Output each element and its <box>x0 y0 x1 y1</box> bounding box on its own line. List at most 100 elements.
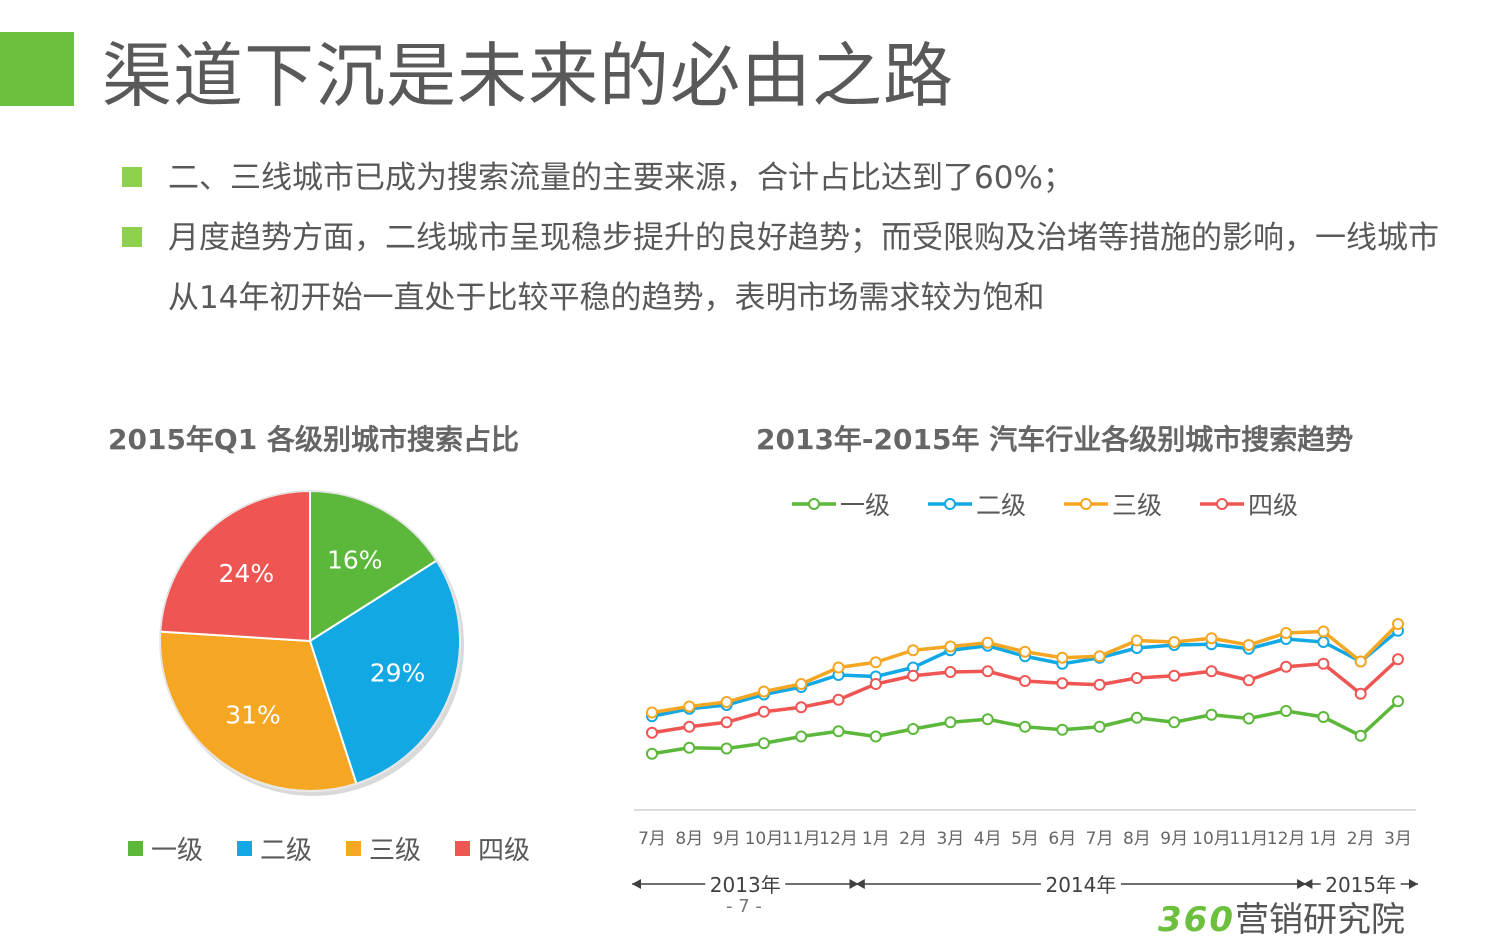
x-tick-label: 10月 <box>745 829 784 849</box>
data-point <box>683 700 696 713</box>
x-tick-label: 9月 <box>1160 829 1188 849</box>
x-tick-label: 8月 <box>1123 829 1151 849</box>
x-tick-label: 12月 <box>1267 829 1306 849</box>
data-point <box>1056 651 1069 664</box>
data-point <box>1392 695 1404 708</box>
data-point <box>1168 636 1181 648</box>
x-tick-label: 2月 <box>1347 829 1375 849</box>
page-number: - 7 - <box>726 896 762 917</box>
legend-swatch <box>128 841 143 856</box>
pie-legend-item: 二级 <box>237 830 312 867</box>
data-point <box>1354 729 1367 742</box>
year-group-label: 2014年 <box>1045 873 1116 897</box>
data-point <box>1280 660 1293 673</box>
data-point <box>944 666 957 678</box>
data-point <box>1130 672 1143 684</box>
arrow-head-icon <box>849 879 859 889</box>
data-point <box>981 636 994 649</box>
arrow-head-icon <box>855 879 865 889</box>
data-point <box>646 726 658 739</box>
line-chart-title: 2013年-2015年 汽车行业各级别城市搜索趋势 <box>756 423 1354 456</box>
data-point <box>646 706 658 719</box>
bullet-item-2: 月度趋势方面，二线城市呈现稳步提升的良好趋势；而受限购及治堵等措施的影响，一线城… <box>122 208 1462 328</box>
data-point <box>1205 665 1218 678</box>
bullet-square-icon <box>122 227 142 247</box>
pie-legend-item: 三级 <box>346 830 421 867</box>
data-point <box>981 665 994 678</box>
x-tick-label: 3月 <box>1384 829 1412 849</box>
data-point <box>1205 708 1218 721</box>
legend-label: 一级 <box>151 836 204 866</box>
data-point <box>1019 675 1031 687</box>
bullet-item-1: 二、三线城市已成为搜索流量的主要来源，合计占比达到了60%； <box>122 148 1462 208</box>
data-point <box>795 730 808 743</box>
legend-line-icon <box>792 498 836 510</box>
data-point <box>907 669 920 682</box>
line-legend-item: 四级 <box>1200 486 1298 522</box>
year-group-label: 2015年 <box>1325 873 1396 897</box>
data-point <box>1280 705 1293 717</box>
x-tick-label: 11月 <box>1229 829 1268 849</box>
arrow-head-icon <box>632 879 641 889</box>
data-point <box>1280 627 1293 639</box>
data-point <box>907 723 920 735</box>
pie-data-label: 16% <box>327 546 383 575</box>
bullet-text-2: 月度趋势方面，二线城市呈现稳步提升的良好趋势；而受限购及治堵等措施的影响，一线城… <box>168 220 1439 316</box>
year-group-label: 2013年 <box>710 873 781 897</box>
data-point <box>1317 711 1330 723</box>
line-legend-item: 一级 <box>792 486 890 522</box>
data-point <box>1242 712 1255 725</box>
legend-label: 三级 <box>1112 491 1163 520</box>
data-point <box>1392 618 1404 630</box>
legend-swatch <box>237 841 253 856</box>
pie-chart-title: 2015年Q1 各级别城市搜索占比 <box>108 423 519 456</box>
data-point <box>1130 634 1143 647</box>
page-title: 渠道下沉是未来的必由之路 <box>102 35 954 117</box>
pie-legend-item: 一级 <box>128 830 203 867</box>
data-point <box>944 716 957 729</box>
x-tick-label: 8月 <box>675 829 703 849</box>
x-tick-label: 5月 <box>1011 829 1039 849</box>
data-point <box>795 678 808 690</box>
data-point <box>1317 625 1330 638</box>
line-legend-item: 二级 <box>928 486 1026 522</box>
data-point <box>1205 632 1218 645</box>
x-tick-label: 7月 <box>638 829 666 849</box>
legend-swatch <box>455 841 471 856</box>
line-legend: 一级 二级 三级 四级 <box>792 486 1298 522</box>
data-point <box>1392 653 1404 666</box>
data-point <box>1242 674 1255 687</box>
data-point <box>1019 645 1031 658</box>
legend-line-icon <box>928 498 973 510</box>
x-tick-label: 6月 <box>1048 829 1076 849</box>
data-point <box>1317 636 1330 648</box>
data-point <box>832 693 845 706</box>
line-legend-item: 三级 <box>1064 486 1162 522</box>
data-point <box>720 716 733 729</box>
x-tick-label: 11月 <box>782 829 821 849</box>
x-tick-label: 9月 <box>713 829 741 849</box>
legend-label: 三级 <box>369 836 422 866</box>
bullet-list: 二、三线城市已成为搜索流量的主要来源，合计占比达到了60%； 月度趋势方面，二线… <box>122 148 1462 328</box>
data-point <box>981 713 994 726</box>
data-point <box>1354 687 1367 700</box>
x-tick-label: 1月 <box>862 829 890 849</box>
data-point <box>1168 716 1181 729</box>
legend-label: 四级 <box>478 836 531 866</box>
data-point <box>869 678 882 690</box>
data-point <box>683 720 696 733</box>
legend-swatch <box>346 841 362 856</box>
data-point <box>795 701 808 714</box>
legend-label: 一级 <box>840 491 891 520</box>
legend-line-icon <box>1200 498 1245 510</box>
data-point <box>869 730 882 743</box>
pie-outline <box>159 490 461 792</box>
legend-label: 二级 <box>976 491 1027 520</box>
pie-data-label: 29% <box>370 659 426 688</box>
data-point <box>1168 669 1181 682</box>
x-tick-label: 12月 <box>819 829 858 849</box>
brand-text: 营销研究院 <box>1234 900 1405 940</box>
data-point <box>944 640 957 653</box>
data-point <box>720 696 733 708</box>
